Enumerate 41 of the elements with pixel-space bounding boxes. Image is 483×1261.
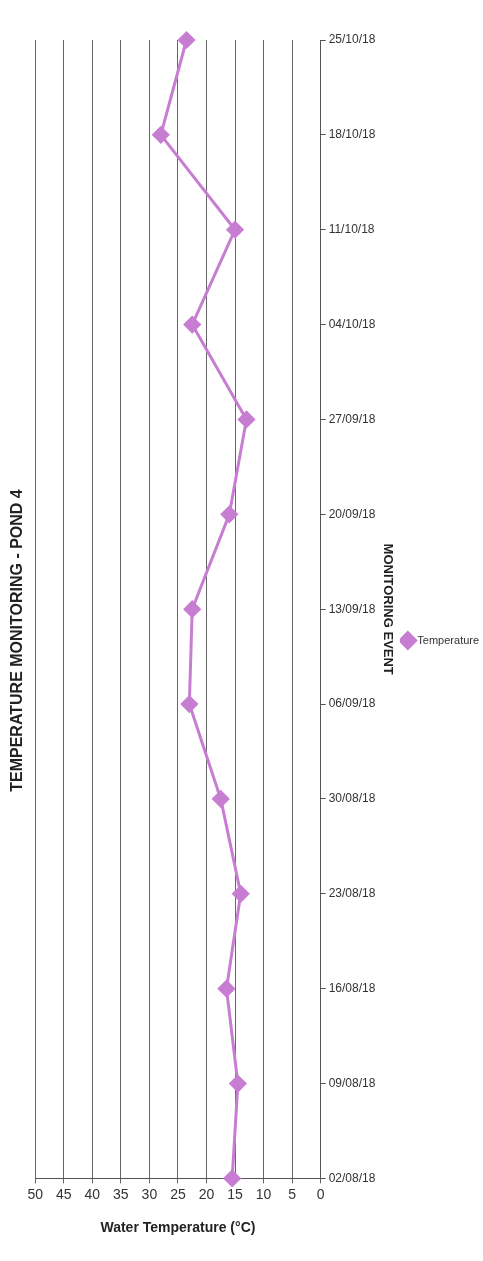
point — [229, 1075, 247, 1093]
point — [217, 980, 235, 998]
y-axis-title: MONITORING EVENT — [381, 543, 397, 675]
y-tick-label: 06/09/18 — [328, 696, 376, 711]
y-tick-label: 30/08/18 — [328, 791, 376, 806]
y-tick-label: 04/10/18 — [328, 316, 376, 331]
x-tick-label: 0 — [316, 1185, 325, 1202]
text: TEMPERATURE MONITORING - POND 4 — [8, 489, 26, 792]
x-axis-title: Water Temperature (°C) — [100, 1219, 256, 1236]
x-tick-label: 25 — [170, 1185, 186, 1202]
y-tick-label: 09/08/18 — [328, 1075, 376, 1090]
y-tick-label: 27/09/18 — [328, 411, 376, 426]
y-tick-label: 16/08/18 — [328, 980, 376, 995]
point — [232, 885, 250, 903]
x-tick-label: 30 — [141, 1185, 158, 1202]
x-tick-label: 20 — [198, 1185, 215, 1202]
point — [183, 600, 201, 618]
y-tick-label: 11/10/18 — [328, 222, 375, 237]
point — [226, 221, 244, 239]
point — [212, 790, 230, 808]
y-tick-label: 25/10/18 — [328, 32, 376, 47]
x-tick-label: 15 — [227, 1185, 244, 1202]
y-tick-label: 02/08/18 — [328, 1170, 376, 1185]
point — [183, 316, 201, 334]
x-tick-label: 50 — [27, 1185, 44, 1202]
point — [152, 126, 170, 144]
y-tick-label: 18/10/18 — [328, 127, 376, 142]
x-tick-label: 40 — [84, 1185, 101, 1202]
legend-label: Temperature — [417, 633, 480, 646]
point — [178, 31, 195, 49]
y-tick-label: 23/08/18 — [328, 886, 376, 901]
x-tick-label: 10 — [255, 1185, 272, 1202]
point — [180, 695, 198, 713]
x-tick-label: 5 — [288, 1185, 297, 1202]
y-tick-label: 20/09/18 — [328, 506, 376, 521]
y-tick-label: 13/09/18 — [328, 601, 376, 616]
point — [237, 410, 255, 428]
point — [220, 505, 238, 523]
x-tick-label: 35 — [113, 1185, 129, 1202]
x-tick-label: 45 — [55, 1185, 72, 1202]
point — [223, 1169, 241, 1187]
